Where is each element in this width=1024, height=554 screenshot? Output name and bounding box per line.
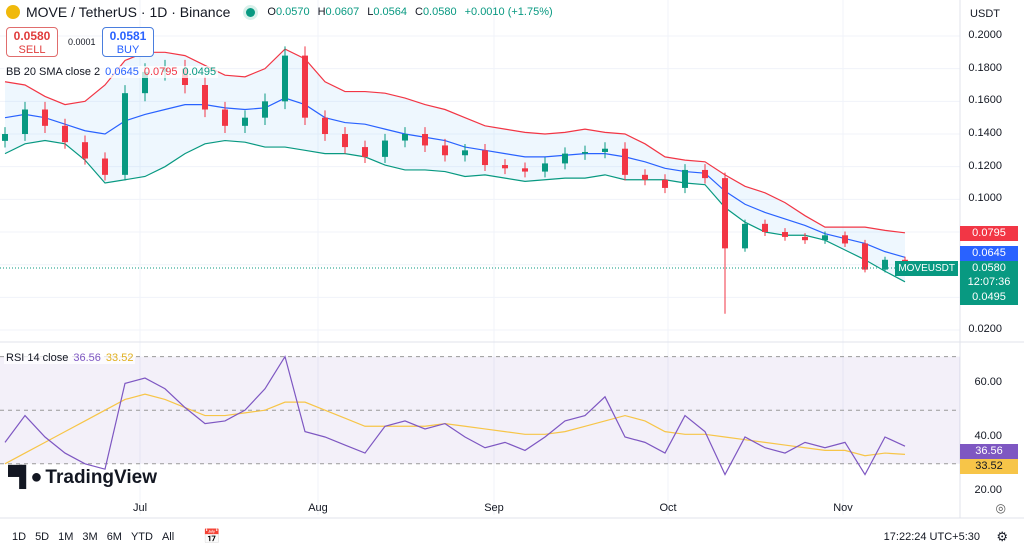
price-axis-label: 0.0200 [968, 323, 1002, 336]
time-axis-label: Nov [833, 502, 853, 514]
scale-settings-icon[interactable]: ◎ [995, 501, 1006, 515]
ohlc-values: O0.0570 H0.0607 L0.0564 C0.0580 +0.0010 … [267, 6, 553, 18]
candle-body [622, 148, 628, 175]
rsi-legend[interactable]: RSI 14 close 36.56 33.52 [4, 352, 136, 364]
bb-legend[interactable]: BB 20 SMA close 2 0.0645 0.0795 0.0495 [4, 66, 219, 78]
price-axis-label: 0.1200 [968, 159, 1002, 172]
candle-body [322, 117, 328, 135]
bb-fill [5, 49, 905, 282]
tf-all[interactable]: All [161, 531, 175, 543]
candle-body [722, 178, 728, 249]
candle-body [602, 148, 608, 152]
spread-value: 0.0001 [68, 37, 96, 47]
candle-body [742, 223, 748, 249]
bb-basis-line [4, 97, 906, 258]
candle-body [702, 169, 708, 179]
time-axis-label: Oct [659, 502, 677, 514]
candle-body [342, 134, 348, 148]
candle-body [62, 125, 68, 143]
symbol-tag: MOVEUSDT [895, 261, 958, 276]
tf-ytd[interactable]: YTD [130, 531, 153, 543]
candle-body [142, 71, 148, 94]
candle-body [82, 142, 88, 159]
market-status-icon [246, 7, 256, 17]
candle-body [222, 109, 228, 126]
symbol-title[interactable]: MOVE / TetherUS · 1D · Binance [26, 4, 231, 20]
candle-body [802, 236, 808, 241]
bb-upper-tag: 0.0795 [960, 226, 1018, 241]
candle-body [242, 117, 248, 126]
move-logo-icon [6, 5, 20, 19]
bb-lower-tag: 0.0495 [960, 290, 1018, 305]
candle-body [2, 134, 8, 141]
candle-body [682, 169, 688, 188]
candle-body [282, 55, 288, 102]
time-axis-label: Sep [484, 502, 504, 514]
candle-body [562, 153, 568, 164]
price-axis-label: 0.1800 [968, 61, 1002, 74]
price-axis-label: 0.1600 [968, 94, 1002, 107]
rsi-axis-label: 60.00 [974, 376, 1002, 389]
settings-icon[interactable]: ⚙ [996, 529, 1008, 544]
buy-button[interactable]: 0.0581 BUY [102, 27, 154, 57]
last-price-tag: 0.0580 12:07:36 [960, 261, 1018, 290]
clock[interactable]: 17:22:24 UTC+5:30 [883, 531, 980, 543]
time-axis-label: Jul [132, 502, 148, 514]
bb-lower-line [4, 139, 906, 283]
rsi-ma-line [4, 393, 906, 465]
tf-3m[interactable]: 3M [82, 531, 98, 543]
rsi-ma-tag: 33.52 [960, 459, 1018, 474]
candle-body [502, 165, 508, 169]
sell-button[interactable]: 0.0580 SELL [6, 27, 58, 57]
currency-selector[interactable]: USDT [970, 8, 1000, 20]
candle-body [402, 134, 408, 141]
candle-body [542, 163, 548, 172]
candle-body [102, 158, 108, 175]
tf-5d[interactable]: 5D [35, 531, 50, 543]
tf-6m[interactable]: 6M [106, 531, 122, 543]
candle-body [882, 259, 888, 270]
candle-body [202, 85, 208, 110]
timeframe-bar: 1D 5D 1M 3M 6M YTD All 📅 [12, 528, 221, 545]
bb-upper-line [4, 48, 906, 234]
bb-basis-tag: 0.0645 [960, 246, 1018, 261]
tradingview-logo[interactable]: ▀▌● TradingView [8, 466, 157, 488]
candle-body [122, 93, 128, 175]
candle-body [862, 243, 868, 270]
candle-body [362, 147, 368, 157]
candle-body [42, 109, 48, 126]
tf-1d[interactable]: 1D [12, 531, 27, 543]
candle-body [582, 151, 588, 154]
candle-body [462, 150, 468, 156]
time-axis-label: Aug [308, 502, 328, 514]
rsi-tag: 36.56 [960, 444, 1018, 459]
candle-body [482, 150, 488, 166]
candle-body [642, 174, 648, 180]
candle-body [782, 232, 788, 237]
symbol-header: MOVE / TetherUS · 1D · Binance O0.0570 H… [6, 4, 553, 20]
rsi-line [4, 355, 906, 476]
candle-body [382, 140, 388, 157]
candle-body [302, 55, 308, 118]
candle-body [522, 168, 528, 172]
candle-body [762, 223, 768, 233]
candle-body [822, 235, 828, 241]
goto-date-icon[interactable]: 📅 [203, 528, 221, 544]
rsi-axis-label: 40.00 [974, 430, 1002, 442]
candle-body [842, 235, 848, 244]
price-axis-label: 0.1000 [968, 192, 1002, 205]
candle-body [262, 101, 268, 118]
candle-body [662, 179, 668, 188]
rsi-axis-label: 20.00 [974, 483, 1002, 496]
price-axis-label: 0.2000 [968, 29, 1002, 41]
price-axis-label: 0.1400 [968, 127, 1002, 139]
candle-body [22, 109, 28, 135]
candle-body [442, 145, 448, 156]
tv-logo-icon: ▀▌● [8, 466, 42, 488]
candle-body [422, 134, 428, 146]
tf-1m[interactable]: 1M [58, 531, 74, 543]
